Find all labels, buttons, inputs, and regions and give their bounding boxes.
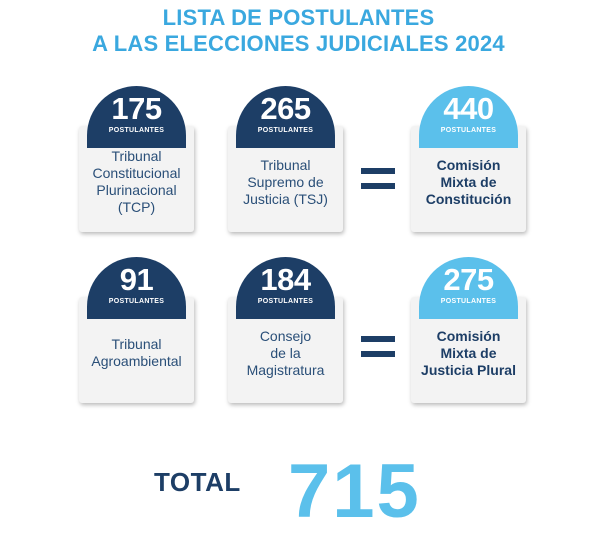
count-badge: 175 POSTULANTES	[87, 86, 186, 148]
card-agroambiental: Tribunal Agroambiental 91 POSTULANTES	[79, 257, 194, 403]
card-comision-constitucion: Comisión Mixta de Constitución 440 POSTU…	[411, 86, 526, 232]
count-badge: 265 POSTULANTES	[236, 86, 335, 148]
count-label: POSTULANTES	[257, 298, 314, 305]
total-value: 715	[288, 449, 421, 534]
card-text: Comisión Mixta de Justicia Plural	[421, 327, 516, 378]
card-tcp: Tribunal Constitucional Plurinacional (T…	[79, 86, 194, 232]
total-label: TOTAL	[154, 467, 241, 497]
count-badge: 91 POSTULANTES	[87, 257, 186, 319]
count-badge: 440 POSTULANTES	[419, 86, 518, 148]
card-text: Comisión Mixta de Constitución	[425, 156, 512, 207]
count-badge: 184 POSTULANTES	[236, 257, 335, 319]
card-text: Tribunal Supremo de Justicia (TSJ)	[243, 156, 328, 207]
title-line-2: A LAS ELECCIONES JUDICIALES 2024	[92, 31, 505, 56]
count-number: 175	[111, 91, 162, 126]
card-magistratura: Consejo de la Magistratura 184 POSTULANT…	[228, 257, 343, 403]
card-tsj: Tribunal Supremo de Justicia (TSJ) 265 P…	[228, 86, 343, 232]
card-text: Consejo de la Magistratura	[246, 327, 325, 378]
count-label: POSTULANTES	[257, 127, 314, 134]
count-number: 91	[119, 262, 154, 297]
count-label: POSTULANTES	[440, 298, 497, 305]
card-text: Tribunal Agroambiental	[91, 336, 182, 369]
card-text: Tribunal Constitucional Plurinacional (T…	[92, 148, 181, 215]
count-label: POSTULANTES	[108, 298, 165, 305]
title-line-1: LISTA DE POSTULANTES	[162, 5, 435, 30]
count-label: POSTULANTES	[108, 127, 165, 134]
equals-icon	[361, 336, 395, 360]
count-label: POSTULANTES	[440, 127, 497, 134]
card-comision-justicia-plural: Comisión Mixta de Justicia Plural 275 PO…	[411, 257, 526, 403]
count-number: 184	[260, 262, 311, 297]
count-number: 275	[443, 262, 494, 297]
count-number: 265	[260, 91, 311, 126]
equals-icon	[361, 168, 395, 192]
count-number: 440	[443, 91, 494, 126]
count-badge: 275 POSTULANTES	[419, 257, 518, 319]
